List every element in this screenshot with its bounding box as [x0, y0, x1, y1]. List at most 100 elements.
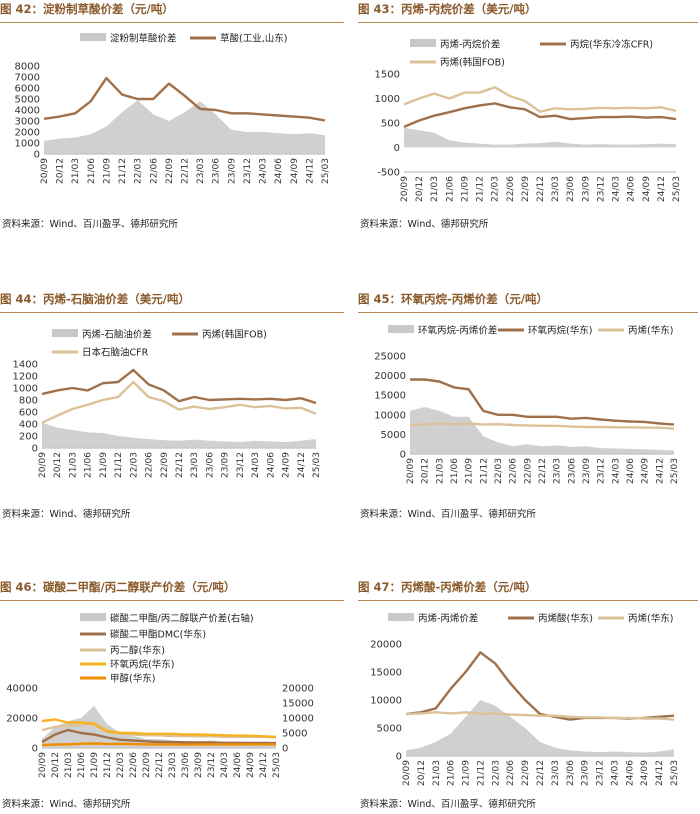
x-tick-label: 24/06: [233, 752, 243, 778]
x-tick-label: 24/03: [612, 176, 622, 202]
x-tick-label: 24/12: [259, 752, 269, 778]
x-tick-label: 24/12: [297, 452, 307, 478]
legend-label: 环氧丙烷(华东): [528, 325, 592, 337]
chart-panel: 图 42：淀粉制草酸价差（元/吨） 0 1000 2000 3000 4000 5000 6…: [0, 0, 344, 232]
x-tick-label: 21/03: [432, 760, 442, 786]
y-tick-label: 10000: [370, 696, 402, 707]
x-tick-label: 24/06: [625, 760, 635, 786]
series-area: [42, 422, 316, 448]
x-tick-label: 23/06: [566, 760, 576, 786]
series-line: [405, 651, 675, 721]
chart-source: 资料来源：Wind、百川盈孚、德邦研究所: [360, 509, 536, 520]
x-tick-label: 23/06: [205, 452, 215, 478]
legend-label: 丙烯(华东): [628, 613, 673, 625]
legend-label: 丙烯-丙烯价差: [418, 613, 478, 625]
x-tick-label: 22/12: [538, 458, 548, 484]
x-tick-label: 22/06: [145, 452, 155, 478]
x-tick-label: 23/06: [566, 176, 576, 202]
series-line: [41, 718, 277, 738]
x-tick-label: 23/03: [551, 176, 561, 202]
series-area: [404, 127, 676, 148]
x-tick-label: 20/12: [415, 176, 425, 202]
series-line: [403, 86, 677, 113]
x-tick-label: 21/09: [460, 176, 470, 202]
x-tick-label: 21/03: [64, 752, 74, 778]
x-tick-label: 24/03: [220, 752, 230, 778]
series-line: [403, 102, 677, 129]
x-tick-label: 23/12: [597, 458, 607, 484]
series-area: [410, 407, 674, 454]
x-tick-label: 23/09: [194, 752, 204, 778]
legend-label: 丙烯(华东): [628, 325, 673, 337]
y-tick-label: 0: [396, 752, 402, 763]
y-tick-label: 5000: [381, 430, 406, 441]
x-tick-label: 25/03: [672, 176, 682, 202]
chart: -500 0 500 1000 1500 20/09 20/12 21/03 21/06 21/0…: [375, 39, 682, 202]
y2-tick-label: 0: [282, 744, 288, 755]
x-tick-label: 23/12: [596, 760, 606, 786]
x-tick-label: 22/12: [536, 760, 546, 786]
x-tick-label: 21/12: [118, 158, 128, 184]
x-tick-label: 24/09: [640, 760, 650, 786]
x-tick-label: 24/06: [266, 452, 276, 478]
legend-label: 丙烯(韩国FOB): [440, 57, 505, 69]
x-tick-label: 22/09: [142, 752, 152, 778]
x-tick-label: 21/03: [68, 452, 78, 478]
series-line: [41, 368, 317, 405]
x-tick-label: 24/09: [641, 458, 651, 484]
x-tick-label: 24/06: [274, 158, 284, 184]
x-tick-label: 23/12: [207, 752, 217, 778]
legend-label: 碳酸二甲酯/丙二醇联产价差(右轴): [110, 613, 254, 625]
x-tick-label: 22/09: [521, 760, 531, 786]
x-tick-label: 23/03: [553, 458, 563, 484]
x-tick-label: 23/09: [221, 452, 231, 478]
y2-tick-label: 15000: [282, 699, 314, 710]
x-tick-label: 22/03: [494, 458, 504, 484]
legend-label: 环氧丙烷(华东): [110, 659, 174, 671]
y-tick-label: 7000: [15, 73, 40, 84]
chart: 0 5000 10000 15000 20000 20/09 20/12 21/03 21/06…: [370, 613, 680, 786]
x-tick-label: 22/03: [129, 452, 139, 478]
x-tick-label: 22/06: [149, 158, 159, 184]
legend-swatch: [388, 325, 414, 333]
legend-label: 环氧丙烷-丙烯价差: [418, 325, 497, 337]
y-tick-label: 0: [32, 444, 38, 455]
y-tick-label: 4000: [15, 106, 40, 117]
chart-title: 图 44：丙烯-石脑油价差（美元/吨）: [0, 290, 344, 313]
legend-label: 草酸(工业,山东): [220, 33, 287, 45]
y-tick-label: 0: [32, 744, 38, 755]
x-tick-label: 20/09: [402, 760, 412, 786]
x-tick-label: 22/06: [506, 176, 516, 202]
x-tick-label: 21/09: [462, 760, 472, 786]
legend-label: 淀粉制草酸价差: [110, 33, 177, 45]
x-tick-label: 25/03: [312, 452, 322, 478]
y-tick-label: -500: [377, 168, 400, 179]
x-tick-label: 22/09: [160, 452, 170, 478]
chart-title: 图 47：丙烯酸-丙烯价差（元/吨）: [358, 578, 698, 601]
x-tick-label: 21/09: [465, 458, 475, 484]
x-tick-label: 22/03: [491, 760, 501, 786]
x-tick-label: 23/09: [581, 176, 591, 202]
x-tick-label: 21/03: [430, 176, 440, 202]
y-tick-label: 1000: [15, 139, 40, 150]
x-tick-label: 22/03: [134, 158, 144, 184]
x-tick-label: 21/09: [90, 752, 100, 778]
y-tick-label: 15000: [374, 391, 406, 402]
y-tick-label: 600: [19, 408, 38, 419]
series-line: [43, 76, 326, 122]
series-area: [406, 700, 674, 756]
x-tick-label: 23/12: [596, 176, 606, 202]
chart: 0 5000 10000 15000 20000 25000 20/09 20/12 21/03…: [374, 325, 680, 484]
x-tick-label: 24/12: [305, 158, 315, 184]
y-tick-label: 0: [394, 143, 400, 154]
x-tick-label: 21/12: [103, 752, 113, 778]
x-tick-label: 24/03: [611, 458, 621, 484]
x-tick-label: 20/12: [421, 458, 431, 484]
y-tick-label: 20000: [6, 714, 38, 725]
x-tick-label: 20/09: [38, 752, 48, 778]
chart-panel: 图 45：环氧丙烷-丙烯价差（元/吨） 0 5000 10000 15000 20000…: [358, 290, 698, 522]
x-tick-label: 24/03: [610, 760, 620, 786]
chart-source: 资料来源：Wind、德邦研究所: [360, 219, 489, 230]
x-tick-label: 24/03: [259, 158, 269, 184]
x-tick-label: 23/09: [581, 760, 591, 786]
